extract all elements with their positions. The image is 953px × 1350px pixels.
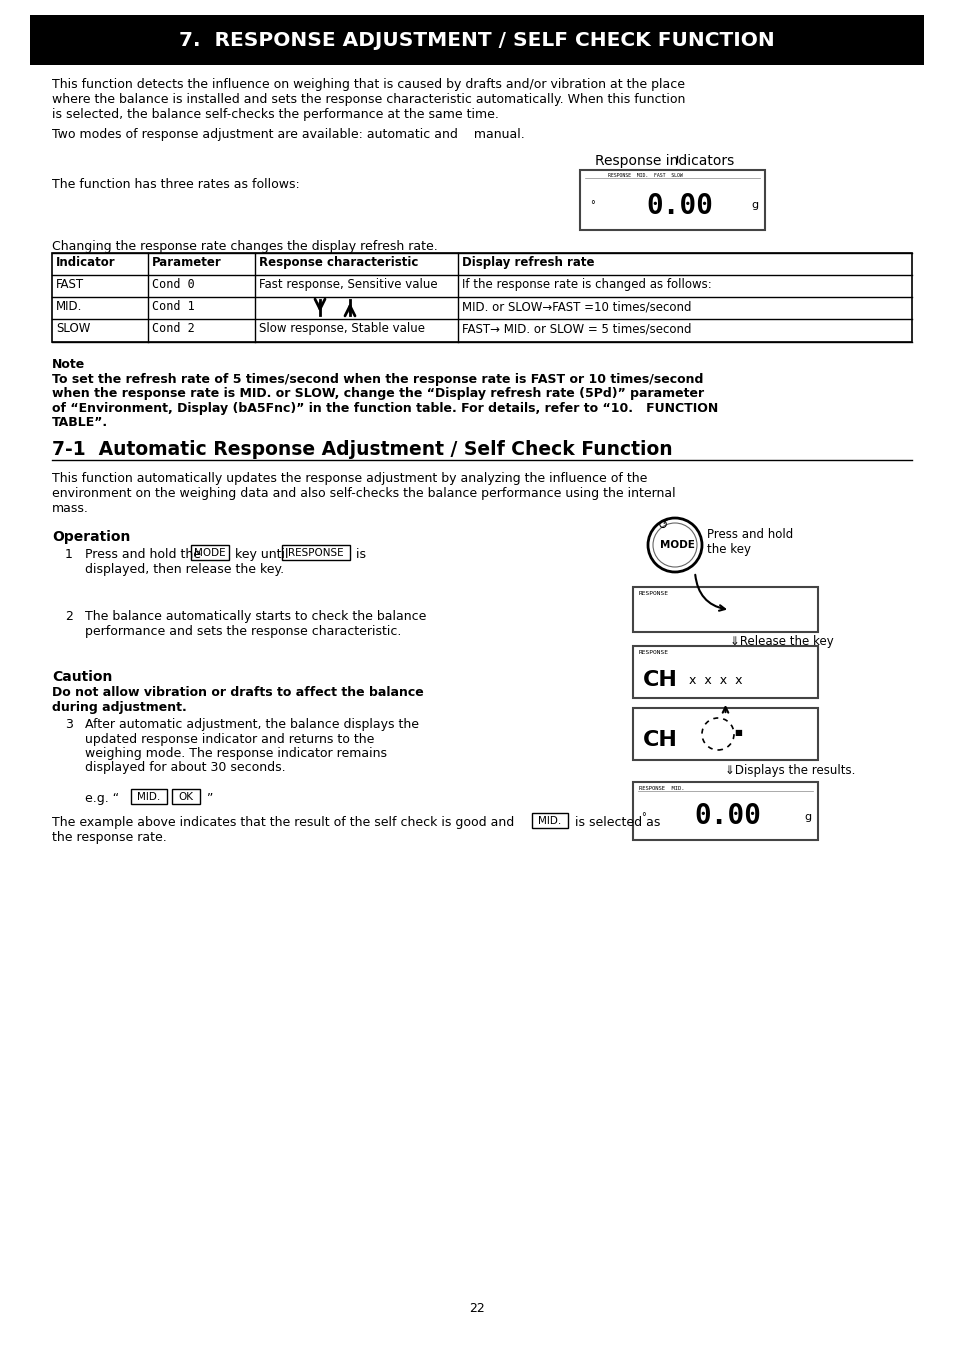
Text: After automatic adjustment, the balance displays the: After automatic adjustment, the balance … (85, 718, 418, 730)
FancyBboxPatch shape (282, 545, 350, 560)
Text: 0.00: 0.00 (694, 802, 760, 830)
Text: MODE: MODE (194, 548, 226, 558)
Text: 7.  RESPONSE ADJUSTMENT / SELF CHECK FUNCTION: 7. RESPONSE ADJUSTMENT / SELF CHECK FUNC… (179, 31, 774, 50)
Text: the response rate.: the response rate. (52, 832, 167, 844)
Text: Slow response, Stable value: Slow response, Stable value (258, 323, 424, 335)
Text: This function detects the influence on weighing that is caused by drafts and/or : This function detects the influence on w… (52, 78, 684, 90)
Text: 2: 2 (65, 610, 72, 622)
Text: is: is (352, 548, 366, 562)
Text: displayed for about 30 seconds.: displayed for about 30 seconds. (85, 761, 285, 775)
Text: Parameter: Parameter (152, 256, 221, 269)
FancyBboxPatch shape (633, 587, 817, 632)
Text: during adjustment.: during adjustment. (52, 701, 187, 714)
Text: Cond 0: Cond 0 (152, 278, 194, 292)
Text: the key: the key (706, 544, 750, 556)
Text: Press and hold: Press and hold (706, 528, 792, 541)
FancyBboxPatch shape (633, 782, 817, 840)
FancyBboxPatch shape (532, 813, 567, 828)
Text: of “Environment, Display (bA5Fnc)” in the function table. For details, refer to : of “Environment, Display (bA5Fnc)” in th… (52, 402, 718, 414)
Text: 22: 22 (469, 1301, 484, 1315)
Text: ■: ■ (733, 728, 741, 737)
FancyBboxPatch shape (633, 647, 817, 698)
Text: g: g (750, 200, 758, 211)
Text: environment on the weighing data and also self-checks the balance performance us: environment on the weighing data and als… (52, 487, 675, 500)
FancyBboxPatch shape (30, 15, 923, 65)
Text: °: ° (640, 811, 645, 822)
Text: MID.: MID. (137, 791, 160, 802)
Text: SLOW: SLOW (56, 323, 91, 335)
Text: Display refresh rate: Display refresh rate (461, 256, 594, 269)
Text: Response indicators: Response indicators (595, 154, 734, 167)
FancyBboxPatch shape (131, 788, 167, 805)
Text: Do not allow vibration or drafts to affect the balance: Do not allow vibration or drafts to affe… (52, 686, 423, 699)
Text: TABLE”.: TABLE”. (52, 417, 108, 429)
Text: x  x  x  x: x x x x (688, 674, 741, 687)
Text: Note: Note (52, 358, 85, 371)
Text: 0.00: 0.00 (646, 192, 713, 220)
Text: If the response rate is changed as follows:: If the response rate is changed as follo… (461, 278, 711, 292)
Text: CH: CH (642, 670, 678, 690)
Text: Fast response, Sensitive value: Fast response, Sensitive value (258, 278, 437, 292)
Text: when the response rate is MID. or SLOW, change the “Display refresh rate (5Pd)” : when the response rate is MID. or SLOW, … (52, 387, 703, 401)
Text: Two modes of response adjustment are available: automatic and    manual.: Two modes of response adjustment are ava… (52, 128, 524, 140)
Text: displayed, then release the key.: displayed, then release the key. (85, 563, 284, 576)
Text: Cond 1: Cond 1 (152, 300, 194, 313)
Text: MODE: MODE (659, 540, 694, 549)
Text: ⇓Release the key: ⇓Release the key (730, 634, 833, 648)
Text: Caution: Caution (52, 670, 112, 684)
Text: is selected as: is selected as (571, 815, 659, 829)
FancyBboxPatch shape (191, 545, 229, 560)
Text: 7-1  Automatic Response Adjustment / Self Check Function: 7-1 Automatic Response Adjustment / Self… (52, 440, 672, 459)
Text: ⇓Displays the results.: ⇓Displays the results. (724, 764, 855, 778)
Text: RESPONSE  MID.: RESPONSE MID. (639, 786, 684, 791)
Text: MID.: MID. (56, 300, 82, 313)
Text: Operation: Operation (52, 531, 131, 544)
Text: Changing the response rate changes the display refresh rate.: Changing the response rate changes the d… (52, 240, 437, 252)
Text: where the balance is installed and sets the response characteristic automaticall: where the balance is installed and sets … (52, 93, 684, 107)
Text: performance and sets the response characteristic.: performance and sets the response charac… (85, 625, 401, 639)
Text: The function has three rates as follows:: The function has three rates as follows: (52, 178, 299, 190)
Bar (52, 252, 911, 342)
Text: CH: CH (642, 730, 678, 751)
Text: MID. or SLOW→FAST =10 times/second: MID. or SLOW→FAST =10 times/second (461, 300, 691, 313)
Text: weighing mode. The response indicator remains: weighing mode. The response indicator re… (85, 747, 387, 760)
Text: ”: ” (203, 792, 213, 805)
Text: FAST→ MID. or SLOW = 5 times/second: FAST→ MID. or SLOW = 5 times/second (461, 323, 691, 335)
Text: g: g (803, 811, 810, 822)
Text: 1: 1 (65, 548, 72, 562)
Text: Cond 2: Cond 2 (152, 323, 194, 335)
Text: e.g. “: e.g. “ (85, 792, 123, 805)
Text: Press and hold the: Press and hold the (85, 548, 201, 562)
Text: mass.: mass. (52, 502, 89, 514)
FancyBboxPatch shape (579, 170, 764, 230)
Text: MID.: MID. (537, 815, 561, 825)
Text: FAST: FAST (56, 278, 84, 292)
Text: is selected, the balance self-checks the performance at the same time.: is selected, the balance self-checks the… (52, 108, 498, 122)
Text: ↺: ↺ (657, 518, 667, 532)
Text: RESPONSE: RESPONSE (639, 649, 668, 655)
Text: RESPONSE  MID.  FAST  SLOW: RESPONSE MID. FAST SLOW (607, 173, 682, 178)
Text: This function automatically updates the response adjustment by analyzing the inf: This function automatically updates the … (52, 472, 647, 485)
Text: To set the refresh rate of 5 times/second when the response rate is FAST or 10 t: To set the refresh rate of 5 times/secon… (52, 373, 702, 386)
Text: updated response indicator and returns to the: updated response indicator and returns t… (85, 733, 374, 745)
Text: OK: OK (178, 791, 193, 802)
Text: 3: 3 (65, 718, 72, 730)
Text: RESPONSE: RESPONSE (288, 548, 343, 558)
Text: Response characteristic: Response characteristic (258, 256, 418, 269)
Text: RESPONSE: RESPONSE (639, 591, 668, 595)
Text: key until: key until (231, 548, 288, 562)
Text: The example above indicates that the result of the self check is good and: The example above indicates that the res… (52, 815, 514, 829)
Text: Indicator: Indicator (56, 256, 115, 269)
Text: °: ° (589, 200, 594, 211)
FancyBboxPatch shape (172, 788, 200, 805)
FancyBboxPatch shape (633, 707, 817, 760)
Text: The balance automatically starts to check the balance: The balance automatically starts to chec… (85, 610, 426, 622)
